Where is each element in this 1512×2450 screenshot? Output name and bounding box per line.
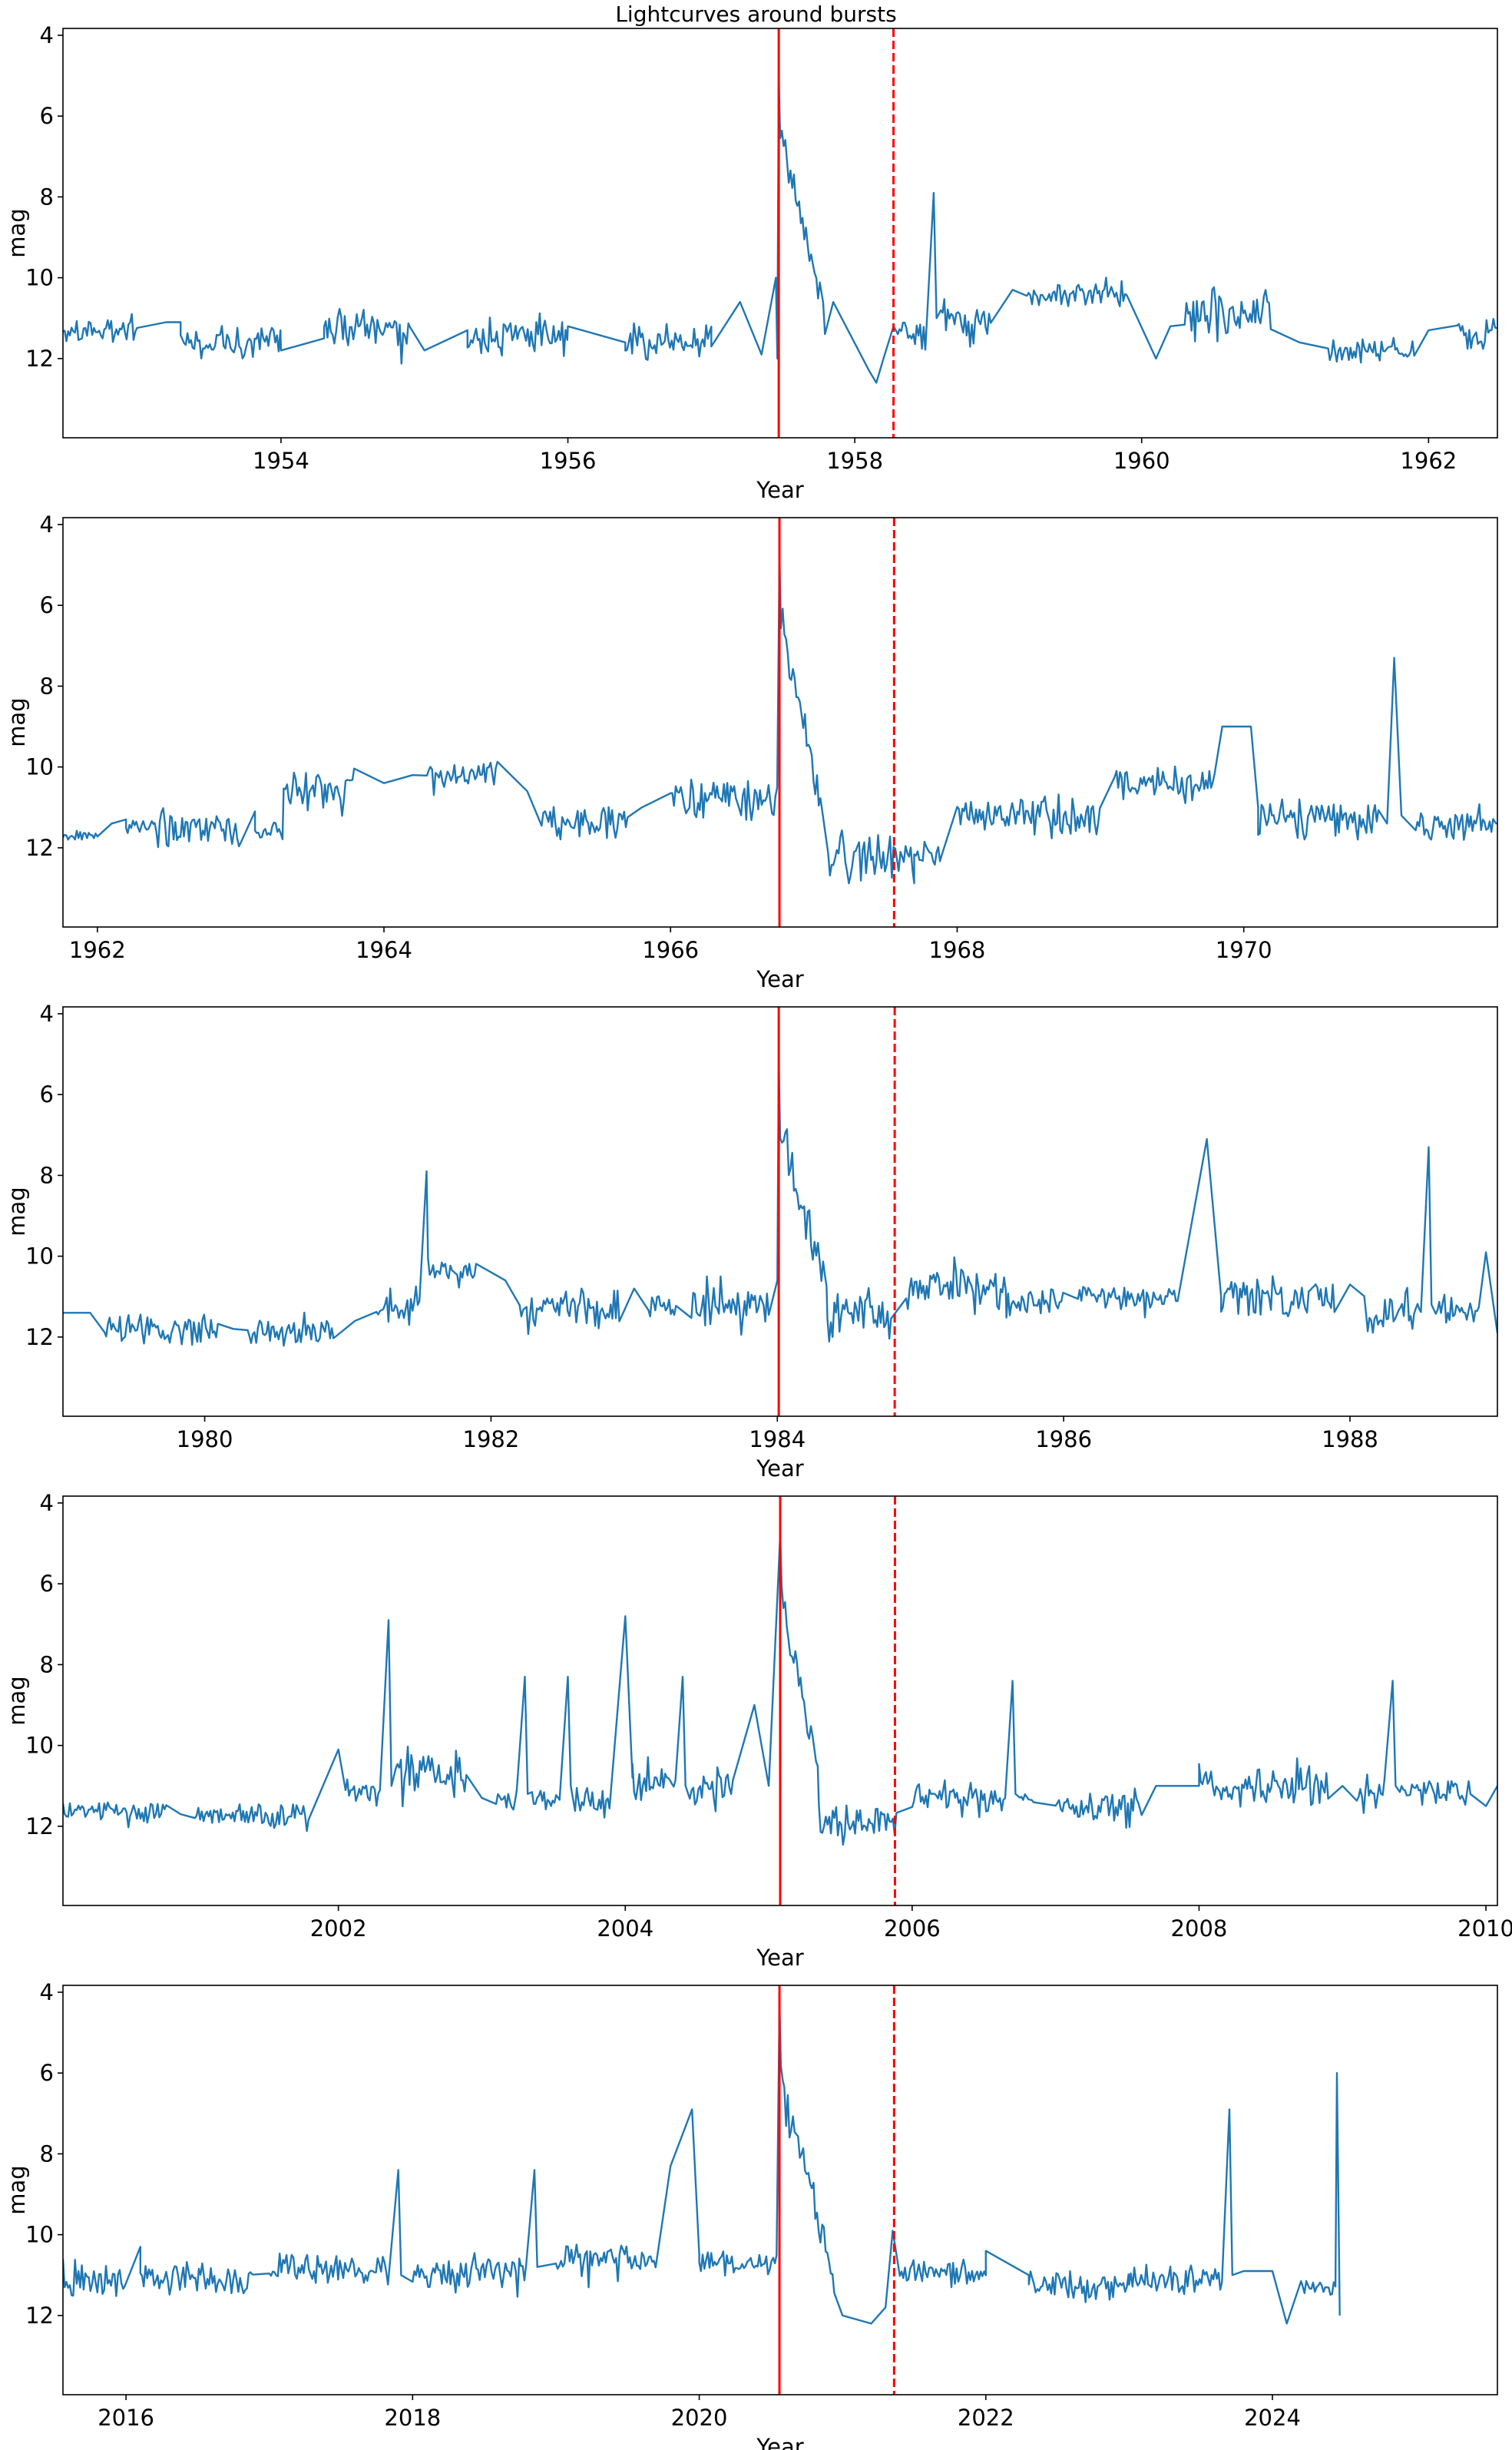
x-axis-label: Year bbox=[756, 2434, 803, 2450]
x-tick-label: 1980 bbox=[177, 1426, 233, 1452]
lightcurve-line bbox=[63, 555, 1497, 885]
x-tick-label: 2024 bbox=[1244, 2405, 1301, 2431]
y-tick-label: 6 bbox=[40, 2060, 54, 2086]
y-axis-label: mag bbox=[4, 2165, 30, 2214]
y-tick-label: 6 bbox=[40, 1081, 54, 1107]
x-axis-label: Year bbox=[756, 1455, 803, 1482]
x-tick-label: 2004 bbox=[597, 1915, 653, 1942]
y-tick-label: 6 bbox=[40, 103, 54, 129]
x-tick-label: 2022 bbox=[958, 2405, 1014, 2431]
x-tick-label: 1960 bbox=[1113, 448, 1170, 474]
y-tick-label: 10 bbox=[25, 1243, 54, 1270]
x-tick-label: 1964 bbox=[356, 937, 412, 963]
y-tick-label: 8 bbox=[40, 1162, 54, 1188]
x-tick-label: 2016 bbox=[98, 2405, 154, 2431]
x-tick-label: 1954 bbox=[253, 448, 309, 474]
y-tick-label: 12 bbox=[25, 1324, 54, 1350]
x-tick-label: 1962 bbox=[69, 937, 126, 963]
y-tick-label: 8 bbox=[40, 673, 54, 699]
y-tick-label: 4 bbox=[40, 512, 54, 538]
x-tick-label: 2020 bbox=[671, 2405, 728, 2431]
x-tick-label: 2018 bbox=[384, 2405, 441, 2431]
y-axis-label: mag bbox=[4, 1676, 30, 1725]
y-axis-label: mag bbox=[4, 208, 30, 257]
y-tick-label: 4 bbox=[40, 1490, 54, 1516]
axes-frame bbox=[62, 1006, 1498, 1417]
x-tick-label: 1988 bbox=[1322, 1426, 1378, 1452]
x-tick-label: 2002 bbox=[310, 1915, 367, 1942]
y-axis-label: mag bbox=[4, 697, 30, 747]
x-tick-label: 1956 bbox=[540, 448, 597, 474]
x-axis-label: Year bbox=[756, 966, 803, 992]
lightcurve-line bbox=[63, 1534, 1497, 1846]
x-tick-label: 2010 bbox=[1457, 1915, 1512, 1942]
x-tick-label: 1966 bbox=[642, 937, 699, 963]
y-tick-label: 8 bbox=[40, 2140, 54, 2167]
y-tick-label: 12 bbox=[25, 835, 54, 861]
lightcurve-line bbox=[63, 1061, 1497, 1347]
y-tick-label: 6 bbox=[40, 1571, 54, 1597]
x-tick-label: 2008 bbox=[1171, 1915, 1228, 1942]
x-tick-label: 2006 bbox=[884, 1915, 941, 1942]
x-tick-label: 1968 bbox=[929, 937, 986, 963]
x-tick-label: 1982 bbox=[463, 1426, 520, 1452]
x-axis-label: Year bbox=[756, 1945, 803, 1971]
y-tick-label: 12 bbox=[25, 2303, 54, 2329]
x-axis-label: Year bbox=[756, 477, 803, 503]
x-tick-label: 1970 bbox=[1216, 937, 1272, 963]
axes-frame bbox=[62, 28, 1498, 439]
x-tick-label: 1984 bbox=[749, 1426, 806, 1452]
y-tick-label: 8 bbox=[40, 1651, 54, 1677]
lightcurve-line bbox=[63, 74, 1497, 384]
x-tick-label: 1958 bbox=[826, 448, 883, 474]
y-tick-label: 10 bbox=[25, 265, 54, 291]
x-tick-label: 1962 bbox=[1400, 448, 1457, 474]
axes-frame bbox=[62, 1985, 1498, 2395]
figure-title: Lightcurves around bursts bbox=[615, 2, 897, 27]
x-tick-label: 1986 bbox=[1035, 1426, 1092, 1452]
y-tick-label: 12 bbox=[25, 1813, 54, 1839]
lightcurve-line bbox=[63, 2003, 1341, 2325]
y-tick-label: 6 bbox=[40, 592, 54, 618]
axes-frame bbox=[62, 1495, 1498, 1906]
y-tick-label: 12 bbox=[25, 346, 54, 372]
y-tick-label: 4 bbox=[40, 1979, 54, 2005]
y-tick-label: 10 bbox=[25, 754, 54, 780]
y-tick-label: 4 bbox=[40, 1001, 54, 1027]
y-axis-label: mag bbox=[4, 1187, 30, 1236]
axes-frame bbox=[62, 517, 1498, 928]
y-tick-label: 4 bbox=[40, 22, 54, 48]
y-tick-label: 10 bbox=[25, 1733, 54, 1759]
y-tick-label: 10 bbox=[25, 2222, 54, 2248]
y-tick-label: 8 bbox=[40, 184, 54, 210]
